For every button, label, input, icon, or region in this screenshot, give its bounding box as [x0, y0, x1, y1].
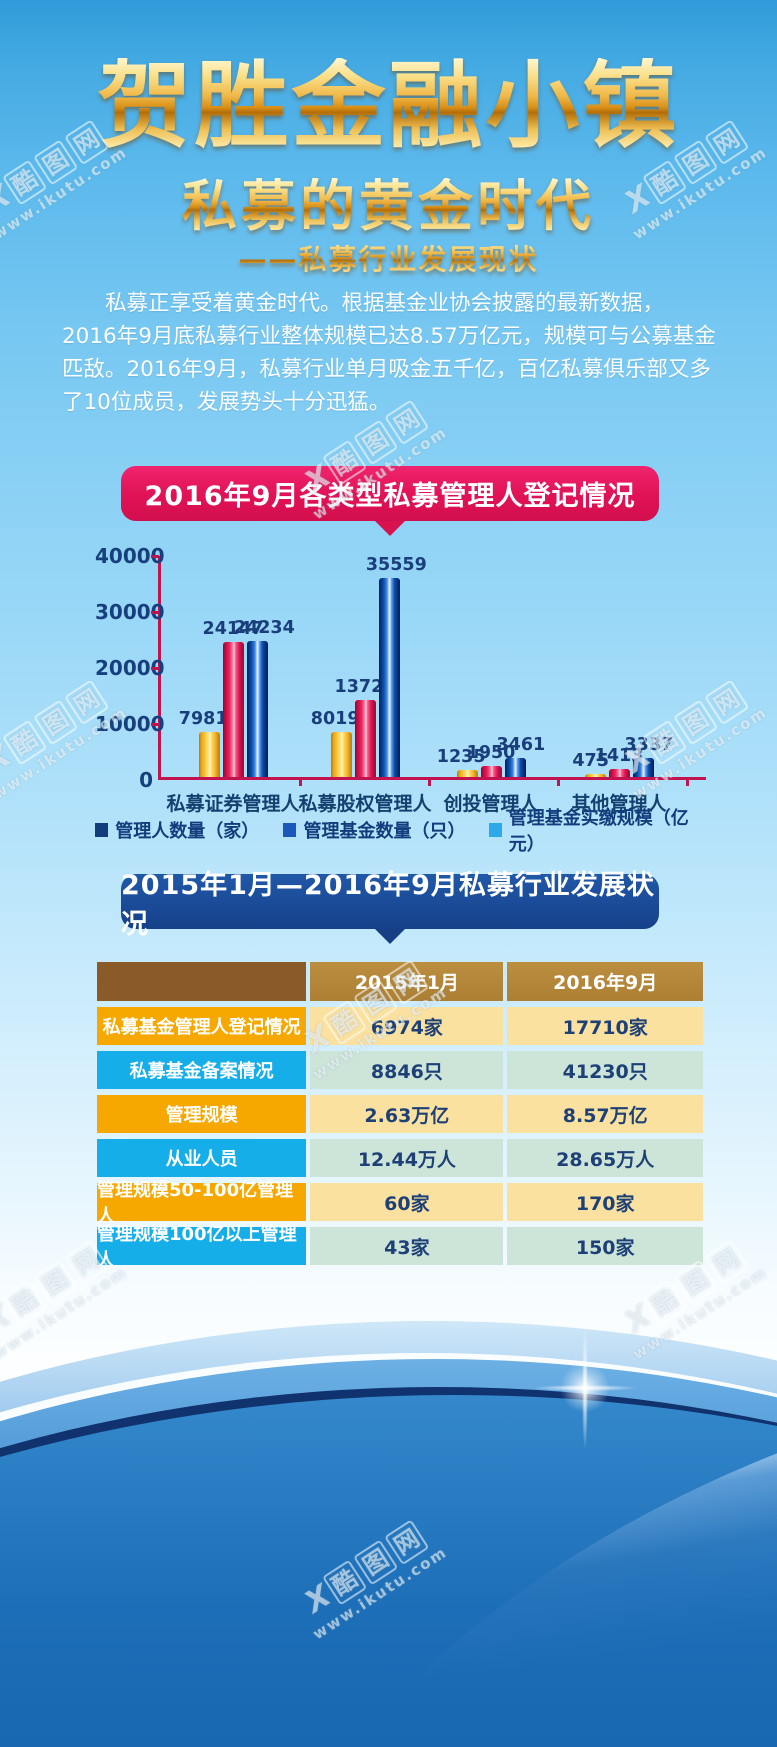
bottom-wave-decoration [0, 1253, 777, 1747]
y-axis-tick-label: 40000 [95, 544, 165, 568]
bar-group: 475 1413 3337 [554, 735, 684, 777]
x-axis-category-label: 私募股权管理人 [298, 793, 432, 815]
y-axis-tick [151, 555, 159, 558]
legend-swatch [488, 823, 502, 837]
x-axis-tick [299, 777, 302, 786]
legend-swatch [283, 823, 297, 837]
bar-gold: 8019 [311, 709, 360, 777]
bar-value-label: 7981 [178, 709, 228, 729]
legend-label: 管理人数量（家） [115, 821, 260, 842]
bar-value-label: 3461 [496, 735, 546, 755]
table-row-label: 管理规模50-100亿管理人 [97, 1180, 307, 1227]
table-value-2015: 12.44万人 [310, 1139, 504, 1177]
bar-blue: 3337 [624, 735, 673, 777]
table-header-2016: 2016年9月 [507, 962, 703, 1001]
bar-red: 1950 [467, 743, 515, 777]
bar-gold: 7981 [179, 709, 228, 777]
table-value-2015: 43家 [310, 1227, 504, 1265]
bar-value-label: 24147 [202, 619, 264, 639]
bar-value-label: 1413 [594, 746, 644, 766]
bar-value-label: 8019 [310, 709, 360, 729]
bar-group: 7981 24147 24234 [168, 618, 298, 777]
x-axis-category-label: 私募证券管理人 [166, 793, 300, 815]
bar-group: 8019 13720 35559 [300, 555, 430, 777]
table-value-2016: 28.65万人 [507, 1139, 703, 1177]
bar-gold: 475 [572, 751, 609, 777]
legend-item: 管理基金数量（只） [283, 804, 466, 856]
chart-plot: 0 10000 20000 30000 40000 7981 24147 24234 私募证券管… [95, 544, 706, 815]
bar-value-label: 1950 [466, 743, 516, 763]
table-value-2016: 150家 [507, 1227, 703, 1265]
legend-label: 管理基金数量（只） [303, 821, 466, 842]
x-axis-tick [557, 777, 560, 786]
bar-gold: 1235 [437, 747, 486, 777]
subtitle: 私募的黄金时代 [0, 177, 777, 236]
x-axis-tick [686, 777, 689, 786]
legend-swatch [95, 823, 109, 837]
table-row-label: 私募基金管理人登记情况 [97, 1007, 307, 1045]
bar-blue: 24234 [234, 618, 295, 777]
main-title: 贺胜金融小镇 [0, 57, 777, 157]
y-axis-tick-label: 30000 [95, 600, 165, 624]
chart-section-banner: 2016年9月各类型私募管理人登记情况 [121, 466, 659, 536]
table-value-2016: 17710家 [507, 1007, 703, 1045]
table-value-2015: 6974家 [310, 1007, 504, 1045]
y-axis-tick-label: 20000 [95, 656, 165, 680]
bar-value-label: 475 [572, 751, 609, 771]
summary-table: 2015年1月 2016年9月 私募基金管理人登记情况 6974家 17710家私募… [97, 962, 703, 1271]
intro-paragraph: 私募正享受着黄金时代。根据基金业协会披露的最新数据，2016年9月底私募行业整体… [62, 291, 716, 415]
chart-legend: 管理人数量（家） 管理基金数量（只） 管理基金实缴规模（亿元） [95, 804, 713, 856]
table-value-2015: 60家 [310, 1183, 504, 1221]
subtitle-dash: ——私募行业发展现状 [0, 238, 777, 278]
table-value-2015: 8846只 [310, 1051, 504, 1089]
bar-group: 1235 1950 3461 [426, 735, 556, 777]
bar-value-label: 3337 [624, 735, 674, 755]
x-axis-tick [428, 777, 431, 786]
legend-label: 管理基金实缴规模（亿元） [508, 808, 689, 855]
table-row-label: 管理规模 [97, 1095, 307, 1133]
y-axis-tick-label: 0 [139, 768, 153, 792]
table-value-2016: 8.57万亿 [507, 1095, 703, 1133]
table-value-2016: 41230只 [507, 1051, 703, 1089]
table-section-banner: 2015年1月—2016年9月私募行业发展状况 [121, 870, 659, 944]
table-header-corner [97, 962, 307, 1001]
bar-value-label: 24234 [233, 618, 295, 638]
bar-chart: 0 10000 20000 30000 40000 7981 24147 24234 私募证券管… [95, 542, 713, 855]
table-header-2015: 2015年1月 [310, 962, 504, 1001]
y-axis-tick [151, 723, 159, 726]
y-axis-tick [151, 667, 159, 670]
bar-red: 1413 [595, 746, 643, 777]
bar-value-label: 1235 [436, 747, 486, 767]
bar-blue: 3461 [496, 735, 545, 777]
y-axis-tick [151, 611, 159, 614]
x-axis-category-label: 其他管理人 [571, 793, 667, 815]
bar-red: 24147 [203, 619, 263, 777]
legend-item: 管理基金实缴规模（亿元） [488, 804, 713, 856]
bar-value-label: 35559 [365, 555, 427, 575]
table-value-2015: 2.63万亿 [310, 1095, 504, 1133]
bar-red: 13720 [335, 677, 395, 777]
y-axis-tick-label: 10000 [95, 712, 165, 736]
table-row-label: 私募基金备案情况 [97, 1051, 307, 1089]
bar-blue: 35559 [366, 555, 427, 777]
legend-item: 管理人数量（家） [95, 804, 260, 856]
table-row-label: 从业人员 [97, 1139, 307, 1177]
x-axis-category-label: 创投管理人 [443, 793, 539, 815]
table-value-2016: 170家 [507, 1183, 703, 1221]
